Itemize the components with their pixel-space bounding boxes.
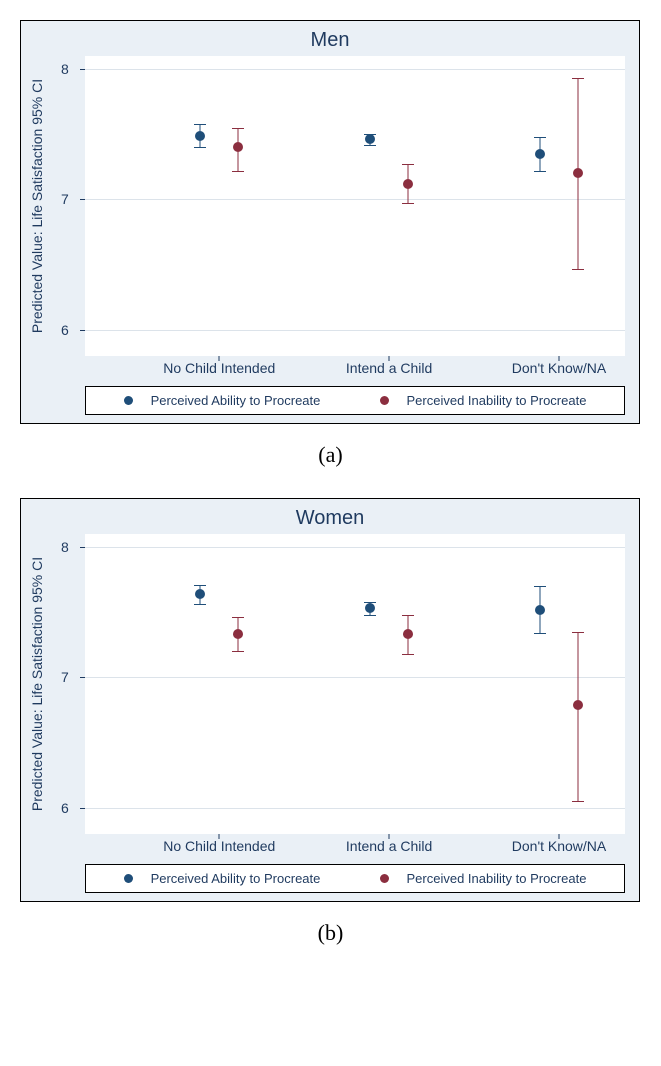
error-bar-cap (534, 633, 546, 634)
y-axis-label: Predicted Value: Life Satisfaction 95% C… (29, 79, 45, 333)
ytick-label: 6 (61, 800, 69, 816)
gridline (85, 330, 625, 331)
error-bar-cap (402, 164, 414, 165)
ytick-mark (80, 199, 85, 200)
panel-title: Women (29, 507, 631, 530)
error-bar (578, 632, 579, 802)
ytick-label: 7 (61, 669, 69, 685)
legend-item-ability: Perceived Ability to Procreate (124, 871, 321, 886)
error-bar-cap (402, 203, 414, 204)
gridline (85, 69, 625, 70)
ytick-label: 8 (61, 61, 69, 77)
error-bar-cap (364, 615, 376, 616)
legend-label: Perceived Inability to Procreate (407, 393, 587, 408)
panel-women: Women Predicted Value: Life Satisfaction … (20, 498, 641, 946)
legend: Perceived Ability to Procreate Perceived … (85, 864, 625, 893)
error-bar-cap (534, 137, 546, 138)
error-bar-cap (572, 632, 584, 633)
x-category-label: No Child Intended (163, 360, 275, 376)
error-bar-cap (364, 145, 376, 146)
ytick-label: 7 (61, 191, 69, 207)
error-bar-cap (534, 586, 546, 587)
error-bar-cap (194, 147, 206, 148)
error-bar-cap (572, 269, 584, 270)
data-point (365, 134, 375, 144)
ytick-mark (80, 677, 85, 678)
data-point (195, 131, 205, 141)
legend-label: Perceived Ability to Procreate (151, 393, 321, 408)
data-point (573, 168, 583, 178)
legend-dot-icon (380, 874, 389, 883)
error-bar-cap (232, 171, 244, 172)
plot-area: Predicted Value: Life Satisfaction 95% C… (85, 534, 625, 834)
gridline (85, 808, 625, 809)
error-bar-cap (402, 615, 414, 616)
error-bar-cap (534, 171, 546, 172)
data-point (403, 629, 413, 639)
panel-sublabel: (a) (20, 442, 641, 468)
panel-men: Men Predicted Value: Life Satisfaction 95… (20, 20, 641, 468)
error-bar-cap (232, 651, 244, 652)
ytick-mark (80, 547, 85, 548)
legend: Perceived Ability to Procreate Perceived … (85, 386, 625, 415)
x-category-label: Don't Know/NA (512, 360, 607, 376)
panel-frame: Women Predicted Value: Life Satisfaction … (20, 498, 640, 902)
data-point (195, 589, 205, 599)
legend-item-inability: Perceived Inability to Procreate (380, 393, 587, 408)
data-point (573, 700, 583, 710)
ytick-mark (80, 330, 85, 331)
data-point (535, 149, 545, 159)
gridline (85, 677, 625, 678)
error-bar-cap (232, 617, 244, 618)
error-bar-cap (572, 78, 584, 79)
ytick-mark (80, 808, 85, 809)
data-point (535, 605, 545, 615)
error-bar-cap (194, 585, 206, 586)
legend-label: Perceived Ability to Procreate (151, 871, 321, 886)
error-bar-cap (402, 654, 414, 655)
x-category-label: Intend a Child (346, 360, 432, 376)
legend-label: Perceived Inability to Procreate (407, 871, 587, 886)
x-category-label: Don't Know/NA (512, 838, 607, 854)
gridline (85, 199, 625, 200)
panel-title: Men (29, 29, 631, 52)
plot-area: Predicted Value: Life Satisfaction 95% C… (85, 56, 625, 356)
legend-dot-icon (124, 874, 133, 883)
error-bar-cap (572, 801, 584, 802)
error-bar-cap (194, 124, 206, 125)
x-category-label: No Child Intended (163, 838, 275, 854)
data-point (233, 142, 243, 152)
x-category-label: Intend a Child (346, 838, 432, 854)
y-axis-label: Predicted Value: Life Satisfaction 95% C… (29, 557, 45, 811)
ytick-label: 6 (61, 322, 69, 338)
legend-item-inability: Perceived Inability to Procreate (380, 871, 587, 886)
error-bar-cap (232, 128, 244, 129)
ytick-mark (80, 69, 85, 70)
gridline (85, 547, 625, 548)
panel-sublabel: (b) (20, 920, 641, 946)
ytick-label: 8 (61, 539, 69, 555)
legend-dot-icon (124, 396, 133, 405)
error-bar-cap (194, 604, 206, 605)
legend-item-ability: Perceived Ability to Procreate (124, 393, 321, 408)
data-point (365, 603, 375, 613)
legend-dot-icon (380, 396, 389, 405)
panel-frame: Men Predicted Value: Life Satisfaction 95… (20, 20, 640, 424)
data-point (403, 179, 413, 189)
data-point (233, 629, 243, 639)
